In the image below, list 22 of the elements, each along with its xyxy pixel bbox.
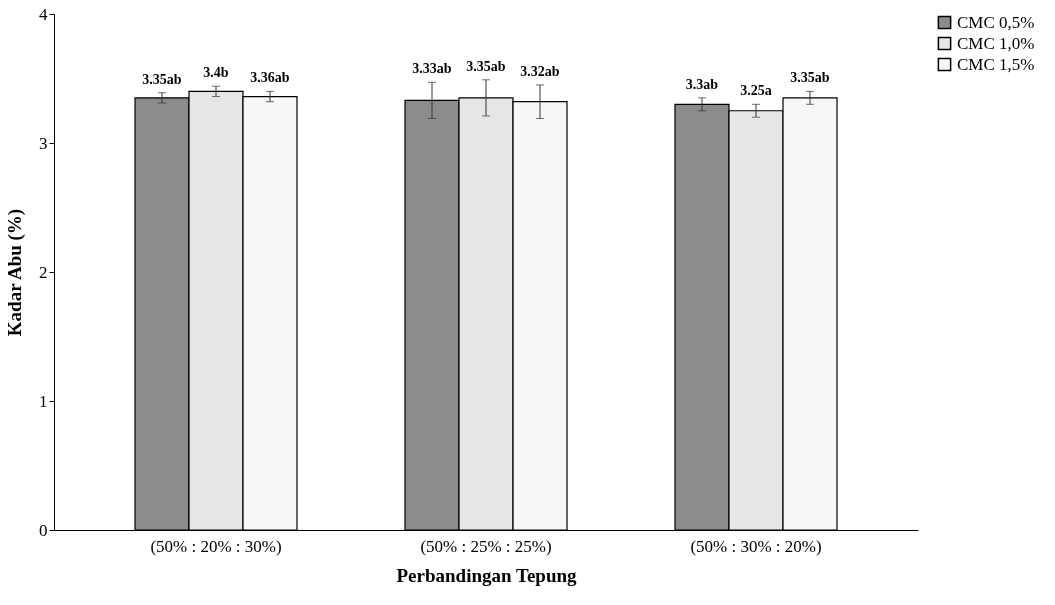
data-label: 3.35ab xyxy=(466,58,506,74)
y-tick-label: 3 xyxy=(39,133,48,153)
legend-label: CMC 0,5% xyxy=(957,12,1035,32)
x-tick-label: (50% : 25% : 25%) xyxy=(420,536,552,556)
data-label: 3.4b xyxy=(203,65,229,81)
legend-label: CMC 1,0% xyxy=(957,33,1035,53)
x-axis-title: Perbandingan Tepung xyxy=(396,564,578,586)
x-tick-label: (50% : 20% : 30%) xyxy=(150,536,282,556)
data-label: 3.3ab xyxy=(685,76,719,92)
y-tick-label: 4 xyxy=(39,4,48,24)
data-label: 3.25a xyxy=(740,83,772,99)
y-tick-label: 0 xyxy=(39,520,48,540)
data-label: 3.32ab xyxy=(520,63,560,79)
data-label: 3.36ab xyxy=(250,70,290,86)
data-label: 3.35ab xyxy=(790,70,830,86)
data-label: 3.35ab xyxy=(142,71,182,87)
y-tick-label: 1 xyxy=(39,391,48,411)
x-tick-label: (50% : 30% : 20%) xyxy=(690,536,822,556)
y-axis-title: Kadar Abu (%) xyxy=(4,208,26,337)
data-label: 3.33ab xyxy=(412,61,452,77)
y-tick-label: 2 xyxy=(39,262,48,282)
legend-label: CMC 1,5% xyxy=(957,54,1035,74)
